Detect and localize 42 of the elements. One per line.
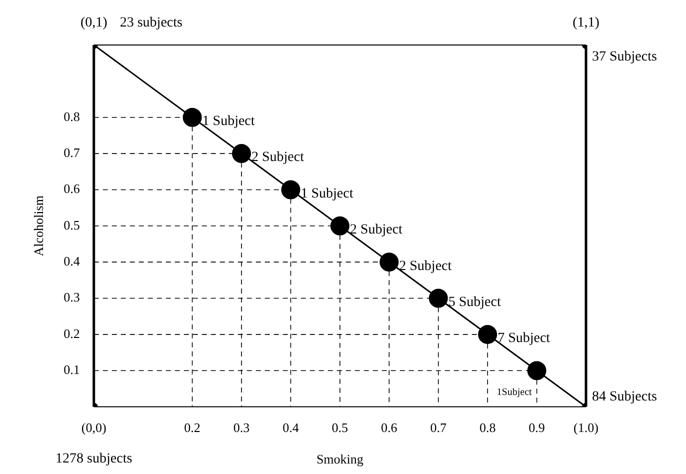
- annotation: 23 subjects: [120, 16, 182, 31]
- y-axis-title: Alcoholism: [31, 196, 46, 256]
- annotation: 5 Subject: [448, 294, 501, 310]
- annotation: 37 Subjects: [592, 50, 657, 65]
- x-tick-label: (1.0): [574, 420, 598, 436]
- x-tick-label: 0.4: [282, 420, 300, 436]
- text: 1278 subjects: [56, 451, 132, 466]
- annotation: 2 Subject: [350, 222, 403, 238]
- annotation: 7 Subject: [498, 331, 550, 346]
- point: [527, 361, 546, 380]
- annotation: 2 Subject: [251, 150, 304, 166]
- point: [182, 108, 202, 127]
- annotation: 1 Subject: [300, 186, 354, 202]
- x-tick-label: 0.2: [184, 420, 200, 436]
- annotation: 84 Subjects: [592, 389, 657, 404]
- y-tick-label: 0.2: [64, 326, 80, 341]
- x-tick-label: (0,0): [81, 420, 106, 436]
- y-tick-label: 0.6: [64, 181, 80, 196]
- annotation: 2 Subject: [399, 258, 452, 274]
- point: [428, 288, 448, 308]
- point: [380, 252, 399, 272]
- point: [281, 180, 300, 200]
- x-tick-label: 0.9: [528, 420, 545, 436]
- annotation: (1,1): [572, 16, 600, 31]
- x-tick-label: 0.3: [233, 420, 250, 436]
- point: [478, 324, 498, 344]
- annotation: 1Subject: [496, 387, 532, 398]
- y-tick-label: 0.1: [64, 362, 80, 378]
- x-tick-label: 0.7: [430, 420, 447, 436]
- y-tick-label: 0.4: [64, 254, 80, 268]
- x-tick-label: 0.5: [332, 420, 348, 436]
- x-tick-label: 0.8: [479, 420, 496, 436]
- point: [232, 144, 251, 164]
- y-tick-label: 0.8: [64, 108, 80, 124]
- annotation: (0,1): [80, 16, 108, 31]
- x-tick-label: 0.6: [381, 420, 398, 436]
- y-tick-label: 0.3: [64, 290, 80, 305]
- point: [330, 216, 350, 236]
- y-tick-label: 0.7: [64, 144, 80, 160]
- x-axis-title: Smoking: [316, 452, 364, 467]
- annotation: 1 Subject: [202, 114, 255, 130]
- y-tick-label: 0.5: [64, 217, 80, 232]
